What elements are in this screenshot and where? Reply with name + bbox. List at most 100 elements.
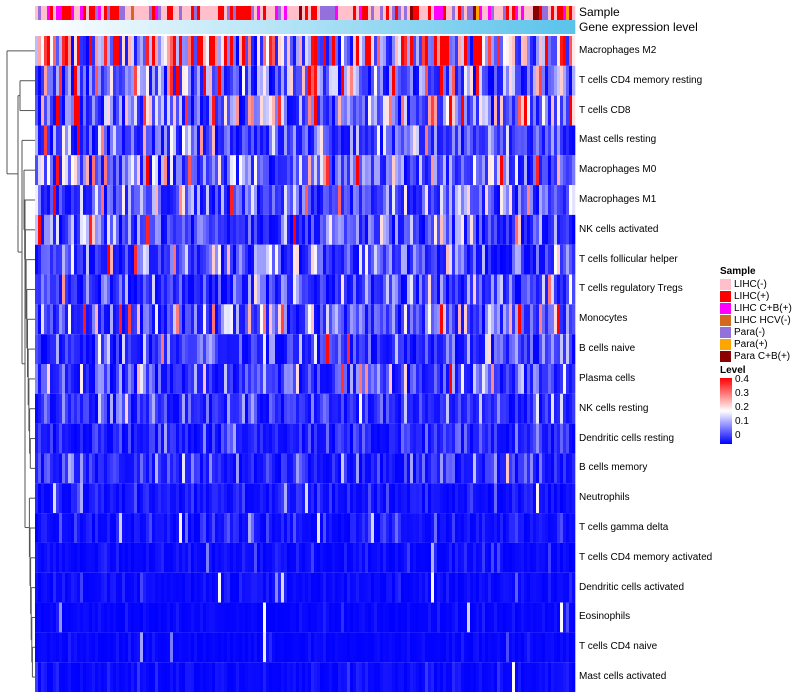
heatmap-cell <box>113 513 117 543</box>
heatmap-cell <box>464 304 468 335</box>
heatmap-cell <box>146 572 150 603</box>
heatmap-cell <box>218 334 222 364</box>
heatmap-cell <box>305 185 309 215</box>
heatmap-cell <box>464 185 468 215</box>
heatmap-cell <box>512 662 516 692</box>
heatmap-cell <box>62 602 66 633</box>
heatmap-cell <box>512 214 516 245</box>
heatmap-cell <box>398 572 402 603</box>
heatmap-cell <box>269 513 273 543</box>
heatmap-cell <box>470 36 474 66</box>
heatmap-cell <box>80 572 84 603</box>
gene-expression-cell <box>401 20 405 34</box>
heatmap-cell <box>389 364 393 394</box>
heatmap-cell <box>380 364 384 394</box>
heatmap-cell <box>281 65 285 96</box>
heatmap-cell <box>110 185 114 215</box>
heatmap-cell <box>143 65 147 96</box>
heatmap-cell <box>158 185 162 215</box>
heatmap-cell <box>524 214 528 245</box>
heatmap-cell <box>170 513 174 543</box>
sample-cell <box>461 6 465 20</box>
heatmap-cell <box>242 602 246 633</box>
heatmap-cell <box>365 483 369 514</box>
heatmap-cell <box>65 244 69 275</box>
heatmap-cell <box>278 542 282 573</box>
heatmap-cell <box>419 393 423 424</box>
heatmap-cell <box>293 602 297 633</box>
gene-expression-cell <box>329 20 333 34</box>
heatmap-cell <box>206 274 210 305</box>
heatmap-cell <box>68 572 72 603</box>
heatmap-cell <box>311 274 315 305</box>
heatmap-cell <box>281 662 285 692</box>
heatmap-cell <box>374 125 378 156</box>
heatmap-cell <box>230 632 234 663</box>
sample-cell <box>455 6 459 20</box>
heatmap-cell <box>350 214 354 245</box>
heatmap-cell <box>485 95 489 126</box>
heatmap-cell <box>572 214 576 245</box>
heatmap-cell <box>242 65 246 96</box>
heatmap-cell <box>368 304 372 335</box>
heatmap-cell <box>302 364 306 394</box>
heatmap-cell <box>140 393 144 424</box>
heatmap-cell <box>50 244 54 275</box>
heatmap-cell <box>155 364 159 394</box>
heatmap-cell <box>413 453 417 484</box>
heatmap-cell <box>197 36 201 66</box>
heatmap-cell <box>371 214 375 245</box>
heatmap-cell <box>434 662 438 692</box>
heatmap-cell <box>386 334 390 364</box>
heatmap-cell <box>500 65 504 96</box>
heatmap-cell <box>104 155 108 186</box>
heatmap-cell <box>356 125 360 156</box>
heatmap-cell <box>266 95 270 126</box>
heatmap-cell <box>89 364 93 394</box>
heatmap-cell <box>488 95 492 126</box>
heatmap-cell <box>521 513 525 543</box>
heatmap-cell <box>551 483 555 514</box>
heatmap-cell <box>248 513 252 543</box>
gene-expression-cell <box>449 20 453 34</box>
heatmap-cell <box>35 274 39 305</box>
heatmap-cell <box>251 632 255 663</box>
heatmap-cell <box>410 65 414 96</box>
sample-cell <box>92 6 96 20</box>
heatmap-cell <box>128 65 132 96</box>
heatmap-cell <box>539 214 543 245</box>
heatmap-cell <box>569 513 573 543</box>
heatmap-cell <box>545 304 549 335</box>
heatmap-cell <box>140 125 144 156</box>
row-label: Plasma cells <box>579 372 636 384</box>
heatmap-cell <box>371 572 375 603</box>
heatmap-cell <box>239 274 243 305</box>
heatmap-cell <box>383 304 387 335</box>
heatmap-cell <box>128 572 132 603</box>
heatmap-cell <box>44 125 48 156</box>
heatmap-cell <box>53 453 57 484</box>
heatmap-cell <box>509 542 513 573</box>
heatmap-cell <box>164 393 168 424</box>
heatmap-cell <box>215 632 219 663</box>
heatmap-cell <box>245 125 249 156</box>
heatmap-cell <box>317 483 321 514</box>
heatmap-cell <box>440 244 444 275</box>
heatmap-cell <box>431 513 435 543</box>
legend-label: LIHC C+B(+) <box>734 302 792 314</box>
heatmap-cell <box>176 65 180 96</box>
heatmap-cell <box>299 65 303 96</box>
heatmap-cell <box>398 632 402 663</box>
heatmap-cell <box>296 513 300 543</box>
heatmap-cell <box>425 65 429 96</box>
heatmap-cell <box>518 483 522 514</box>
heatmap-cell <box>293 65 297 96</box>
heatmap-cell <box>98 304 102 335</box>
heatmap-cell <box>434 483 438 514</box>
gene-expression-cell <box>347 20 351 34</box>
heatmap-cell <box>182 274 186 305</box>
heatmap-cell <box>230 334 234 364</box>
heatmap-cell <box>260 244 264 275</box>
heatmap-cell <box>38 483 42 514</box>
heatmap-cell <box>179 304 183 335</box>
